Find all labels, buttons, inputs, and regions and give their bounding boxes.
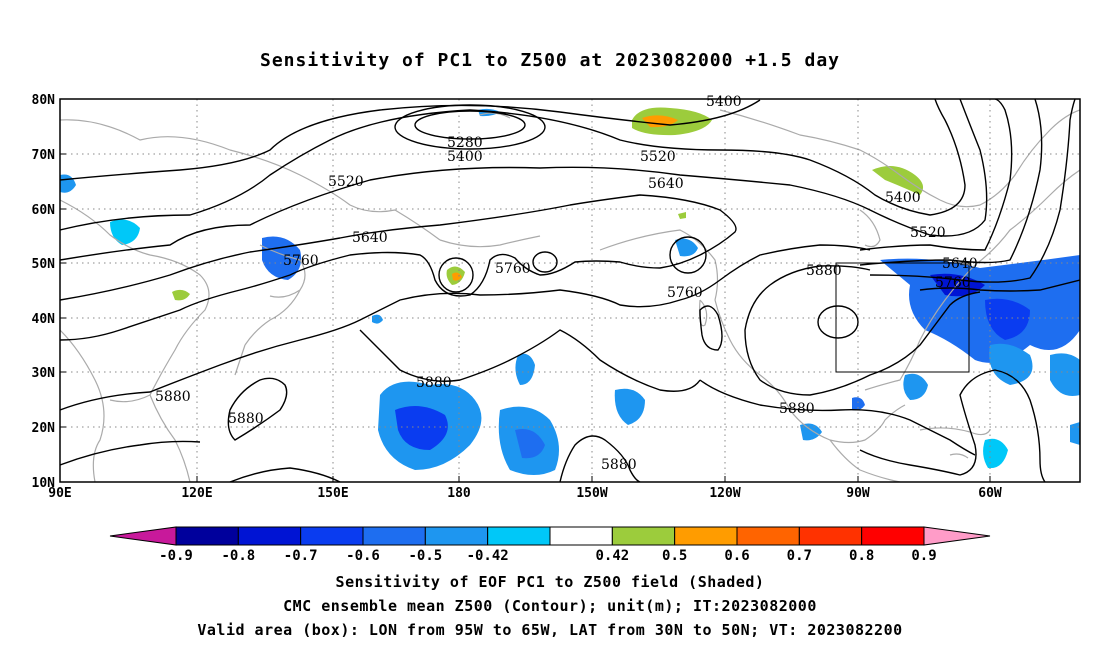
contour-label: 5640 xyxy=(648,176,684,192)
contour-label: 5880 xyxy=(601,457,637,473)
contour-label: 5760 xyxy=(667,285,703,301)
lon-label: 150W xyxy=(576,486,607,501)
colorbar-label: 0.6 xyxy=(724,548,749,564)
contour-label: 5400 xyxy=(885,190,921,206)
graticule xyxy=(60,99,1080,482)
lon-label: 150E xyxy=(317,486,348,501)
longitude-labels: 90E 120E 150E 180 150W 120W 90W 60W xyxy=(48,486,1002,501)
contour-label: 5880 xyxy=(779,401,815,417)
colorbar-swatch xyxy=(736,526,800,546)
colorbar-swatch xyxy=(300,526,364,546)
colorbar-label: 0.42 xyxy=(595,548,629,564)
colorbar-swatch xyxy=(237,526,302,546)
lat-label: 40N xyxy=(32,312,56,327)
colorbar-swatch xyxy=(424,526,489,546)
map-title: Sensitivity of PC1 to Z500 at 2023082000… xyxy=(259,50,840,71)
colorbar-label: -0.42 xyxy=(467,548,509,564)
contour-label: 5880 xyxy=(416,375,452,391)
caption-line-1: Sensitivity of EOF PC1 to Z500 field (Sh… xyxy=(335,573,765,591)
lon-label: 120E xyxy=(181,486,212,501)
colorbar-swatch xyxy=(611,526,676,546)
colorbar-swatch xyxy=(175,526,239,546)
contour-label: 5760 xyxy=(495,261,531,277)
colorbar-label: -0.6 xyxy=(346,548,380,564)
colorbar-label: -0.8 xyxy=(221,548,255,564)
contour-label: 5520 xyxy=(910,225,946,241)
colorbar-high-triangle xyxy=(923,526,991,546)
negative-sensitivity-shading xyxy=(60,108,1080,475)
lat-label: 60N xyxy=(32,203,56,218)
contour-label: 5520 xyxy=(640,149,676,165)
caption-line-2: CMC ensemble mean Z500 (Contour); unit(m… xyxy=(283,597,817,615)
valid-area-box xyxy=(835,262,970,373)
lat-label: 70N xyxy=(32,148,56,163)
contour-label: 5400 xyxy=(447,149,483,165)
lon-label: 90W xyxy=(846,486,870,501)
colorbar-swatch xyxy=(798,526,863,546)
colorbar: -0.9 -0.8 -0.7 -0.6 -0.5 -0.42 0.42 0.5 0.6 0.7 0.… xyxy=(109,526,991,564)
contour-label: 5400 xyxy=(706,94,742,110)
contour-label: 5520 xyxy=(328,174,364,190)
colorbar-label: 0.9 xyxy=(911,548,936,564)
contour-label: 5640 xyxy=(352,230,388,246)
caption-line-3: Valid area (box): LON from 95W to 65W, L… xyxy=(197,621,903,639)
colorbar-label: 0.5 xyxy=(662,548,687,564)
lon-label: 180 xyxy=(447,486,471,501)
lat-label: 50N xyxy=(32,257,56,272)
latitude-labels: 80N 70N 60N 50N 40N 30N 20N 10N xyxy=(32,93,56,491)
colorbar-label: 0.7 xyxy=(787,548,812,564)
positive-sensitivity-shading xyxy=(172,107,924,301)
lon-label: 60W xyxy=(978,486,1002,501)
contour-label: 5760 xyxy=(935,275,971,291)
colorbar-swatch xyxy=(861,526,925,546)
map-frame xyxy=(59,98,1081,483)
colorbar-label: -0.7 xyxy=(284,548,318,564)
contour-label: 5760 xyxy=(283,253,319,269)
lat-label: 80N xyxy=(32,93,56,108)
lat-label: 30N xyxy=(32,366,56,381)
colorbar-low-triangle xyxy=(109,526,177,546)
contour-labels: 5280 5400 5400 5400 5520 5520 5520 5640 … xyxy=(155,94,978,473)
colorbar-swatch xyxy=(674,526,738,546)
contour-label: 5880 xyxy=(228,411,264,427)
colorbar-swatch xyxy=(549,526,613,546)
colorbar-label: -0.5 xyxy=(408,548,442,564)
lat-label: 20N xyxy=(32,421,56,436)
axis-ticks xyxy=(60,153,991,482)
z500-contours xyxy=(60,99,1080,482)
lat-label: 10N xyxy=(32,476,56,491)
colorbar-swatch xyxy=(487,526,551,546)
colorbar-label: -0.9 xyxy=(159,548,193,564)
colorbar-label: 0.8 xyxy=(849,548,874,564)
contour-label: 5880 xyxy=(155,389,191,405)
lon-label: 90E xyxy=(48,486,71,501)
contour-label: 5640 xyxy=(942,256,978,272)
colorbar-swatch xyxy=(362,526,426,546)
lon-label: 120W xyxy=(709,486,740,501)
contour-label: 5280 xyxy=(447,135,483,151)
contour-label: 5880 xyxy=(806,263,842,279)
